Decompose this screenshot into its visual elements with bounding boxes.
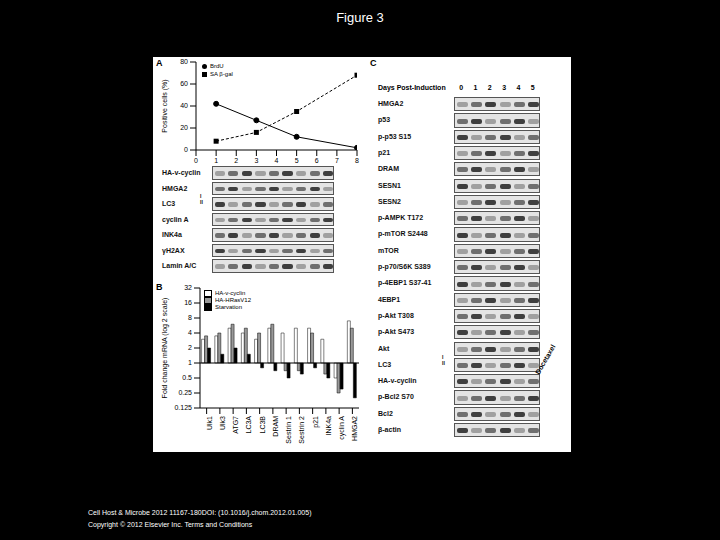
html-text:HA-HRasV12: HA-HRasV12 — [215, 297, 251, 303]
svg-text:0.25: 0.25 — [178, 389, 192, 396]
html-text:mTOR: mTOR — [378, 246, 399, 254]
html-text:4: 4 — [516, 84, 521, 91]
html-text:p21: p21 — [378, 148, 391, 156]
html-text:Cell Host & Microbe 2012 11167: Cell Host & Microbe 2012 11167-180DOI: (… — [88, 509, 312, 516]
svg-text:4: 4 — [188, 329, 192, 336]
html-text:Copyright © 2012 Elsevier Inc.: Copyright © 2012 Elsevier Inc. Terms and… — [88, 521, 253, 528]
svg-text:DRAM: DRAM — [272, 416, 279, 437]
svg-text:2: 2 — [234, 157, 238, 164]
html-text:B: B — [156, 282, 163, 292]
html-text:p-Akt T308: p-Akt T308 — [378, 311, 414, 319]
html-text:p-p53 S15: p-p53 S15 — [378, 132, 412, 140]
html-text:1: 1 — [473, 84, 478, 91]
html-text:HA-v-cyclin: HA-v-cyclin — [162, 169, 201, 176]
svg-text:LC3A: LC3A — [245, 416, 252, 434]
html-text:SA β-gal: SA β-gal — [210, 71, 233, 77]
svg-text:Positive cells (%): Positive cells (%) — [161, 79, 169, 132]
svg-text:5: 5 — [295, 157, 299, 164]
svg-text:20: 20 — [180, 124, 188, 131]
svg-text:0: 0 — [184, 146, 188, 153]
html-text:3: 3 — [502, 84, 507, 91]
svg-text:7: 7 — [335, 157, 339, 164]
html-text:2: 2 — [487, 84, 492, 91]
html-text:Docetaxel: Docetaxel — [534, 343, 557, 376]
html-text:p-AMPK T172: p-AMPK T172 — [378, 214, 424, 222]
svg-text:Ulk3: Ulk3 — [219, 416, 226, 430]
html-text:SESN1: SESN1 — [378, 181, 401, 189]
html-text:Figure 3: Figure 3 — [336, 10, 384, 25]
html-text:Bcl2: Bcl2 — [378, 409, 393, 417]
html-text:γH2AX: γH2AX — [162, 246, 185, 254]
svg-text:16: 16 — [184, 299, 192, 306]
html-text:I: I — [200, 193, 202, 199]
html-text:5: 5 — [530, 84, 535, 91]
html-text:LC3: LC3 — [378, 360, 392, 368]
svg-text:LC3B: LC3B — [259, 416, 266, 434]
svg-text:1: 1 — [214, 157, 218, 164]
svg-text:Ulk1: Ulk1 — [206, 416, 213, 430]
html-text:0: 0 — [459, 84, 464, 91]
svg-text:0.125: 0.125 — [174, 404, 192, 411]
html-text:cyclin A: cyclin A — [162, 215, 189, 223]
svg-text:6: 6 — [315, 157, 319, 164]
html-text:β-actin: β-actin — [378, 426, 401, 433]
html-text:Lamin A/C: Lamin A/C — [162, 262, 197, 269]
html-text:HA-v-cyclin: HA-v-cyclin — [215, 290, 246, 296]
html-text:C: C — [370, 58, 377, 68]
html-text:I: I — [442, 353, 444, 360]
html-text:p53: p53 — [378, 116, 391, 124]
html-text:HA-v-cyclin: HA-v-cyclin — [378, 377, 417, 385]
html-text:SESN2: SESN2 — [378, 197, 401, 205]
svg-text:4: 4 — [275, 157, 279, 164]
svg-text:Fold change mRNA (log 2 scale): Fold change mRNA (log 2 scale) — [161, 298, 169, 399]
svg-text:60: 60 — [180, 80, 188, 87]
svg-text:8: 8 — [188, 314, 192, 321]
html-text:4EBP1: 4EBP1 — [378, 295, 401, 303]
html-text:p-Akt S473: p-Akt S473 — [378, 328, 415, 336]
svg-text:HMGA2: HMGA2 — [351, 416, 358, 441]
html-text:Akt: Akt — [378, 344, 390, 352]
html-text:HMGA2: HMGA2 — [162, 184, 188, 192]
html-text:BrdU: BrdU — [210, 63, 224, 69]
svg-text:3: 3 — [254, 157, 258, 164]
html-text:HMGA2: HMGA2 — [378, 100, 404, 107]
svg-text:40: 40 — [180, 102, 188, 109]
html-text:Days Post-Induction: Days Post-Induction — [378, 84, 446, 91]
html-text:II: II — [200, 199, 203, 205]
html-text:p-4EBP1 S37-41: p-4EBP1 S37-41 — [378, 279, 432, 287]
svg-text:0: 0 — [194, 157, 198, 164]
svg-text:ATG7: ATG7 — [232, 416, 239, 434]
svg-text:Sestrin 2: Sestrin 2 — [298, 416, 305, 444]
svg-text:p21: p21 — [312, 416, 320, 428]
svg-text:32: 32 — [184, 284, 192, 291]
html-text:Starvation: Starvation — [215, 304, 242, 310]
html-text:A: A — [156, 58, 163, 68]
html-text:p-Bcl2 S70: p-Bcl2 S70 — [378, 393, 414, 401]
svg-text:cyclin A: cyclin A — [338, 416, 346, 440]
svg-text:8: 8 — [355, 157, 359, 164]
html-text:LC3: LC3 — [162, 200, 176, 207]
svg-text:1: 1 — [188, 359, 192, 366]
svg-text:2: 2 — [188, 344, 192, 351]
svg-text:INK4a: INK4a — [325, 416, 332, 436]
svg-text:0.5: 0.5 — [182, 374, 192, 381]
svg-text:80: 80 — [180, 58, 188, 65]
html-text:p-mTOR S2448: p-mTOR S2448 — [378, 230, 428, 238]
html-text:II: II — [442, 359, 445, 366]
svg-text:Sestrin 1: Sestrin 1 — [285, 416, 292, 444]
html-text:INK4a: INK4a — [162, 231, 182, 238]
html-text:p-p70/S6K S389: p-p70/S6K S389 — [378, 263, 431, 270]
html-text:DRAM: DRAM — [378, 165, 399, 173]
